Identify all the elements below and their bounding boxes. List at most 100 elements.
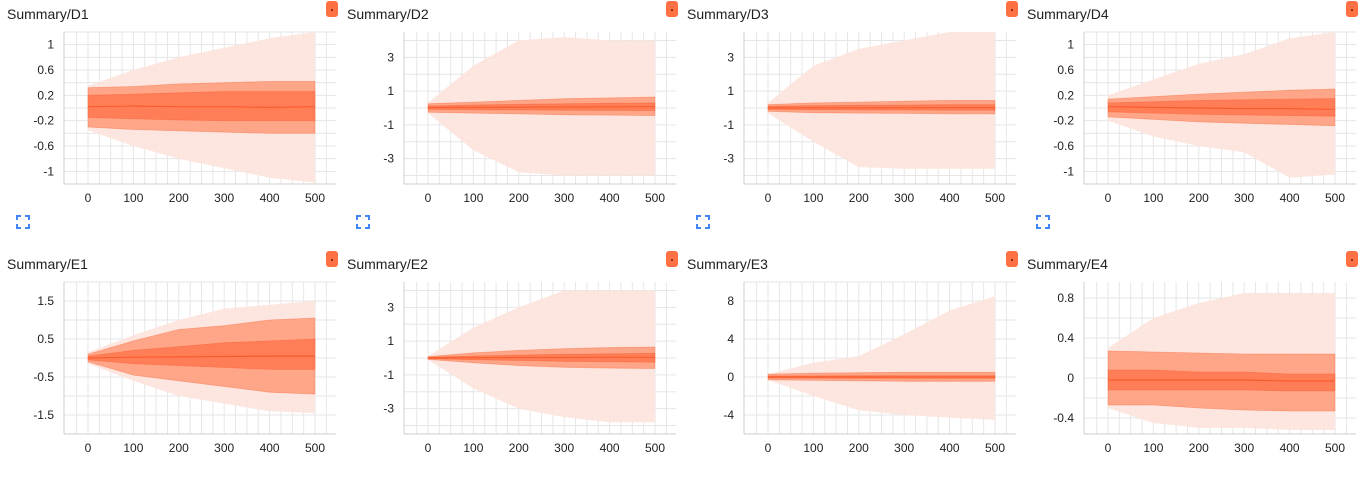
x-tick-label: 100	[123, 191, 143, 205]
x-tick-label: 400	[1280, 191, 1300, 205]
x-tick-label: 300	[894, 441, 914, 455]
x-tick-label: 500	[305, 191, 325, 205]
y-tick-label: 0.6	[1057, 63, 1074, 77]
y-tick-label: -0.5	[33, 370, 54, 384]
y-tick-label: -4	[723, 408, 734, 422]
x-tick-label: 400	[1280, 441, 1300, 455]
y-tick-label: -3	[383, 402, 394, 416]
y-tick-label: -0.4	[1053, 411, 1074, 425]
chart-plot: 0.8 0.4 0 -0.4 0 100 200 300 400 500	[1020, 250, 1360, 480]
x-tick-label: 500	[985, 441, 1005, 455]
x-tick-label: 200	[849, 191, 869, 205]
x-tick-label: 300	[214, 191, 234, 205]
y-tick-label: 0	[1067, 371, 1074, 385]
y-tick-label: 3	[727, 50, 734, 64]
x-tick-label: 200	[509, 441, 529, 455]
y-tick-label: -1	[383, 118, 394, 132]
median-line	[428, 357, 655, 358]
x-tick-label: 500	[985, 191, 1005, 205]
y-tick-label: -1	[43, 164, 54, 178]
chart-plot: 3 1 -1 -3 0 100 200 300 400 500	[680, 0, 1020, 230]
x-tick-label: 100	[803, 441, 823, 455]
y-tick-label: 0.4	[1057, 331, 1074, 345]
y-tick-label: 0.2	[1057, 88, 1074, 102]
y-tick-label: 3	[387, 50, 394, 64]
x-tick-label: 400	[600, 441, 620, 455]
y-tick-label: 0.8	[1057, 291, 1074, 305]
x-tick-label: 500	[1325, 441, 1345, 455]
x-tick-label: 200	[849, 441, 869, 455]
x-tick-label: 0	[765, 441, 772, 455]
x-tick-label: 300	[554, 191, 574, 205]
y-tick-label: 3	[387, 300, 394, 314]
x-tick-label: 400	[940, 441, 960, 455]
x-tick-label: 100	[123, 441, 143, 455]
y-tick-label: 1	[387, 84, 394, 98]
x-tick-label: 100	[803, 191, 823, 205]
x-tick-label: 100	[463, 191, 483, 205]
y-tick-label: 0.5	[37, 332, 54, 346]
x-tick-label: 200	[169, 191, 189, 205]
x-tick-label: 300	[214, 441, 234, 455]
x-tick-label: 100	[1143, 441, 1163, 455]
x-tick-label: 400	[940, 191, 960, 205]
x-tick-label: 400	[600, 191, 620, 205]
y-tick-label: 1	[727, 84, 734, 98]
x-tick-label: 200	[169, 441, 189, 455]
x-tick-label: 0	[1105, 441, 1112, 455]
fit-domain-icon[interactable]	[356, 215, 370, 229]
y-tick-label: -3	[723, 152, 734, 166]
x-tick-label: 200	[509, 191, 529, 205]
x-tick-label: 500	[645, 441, 665, 455]
y-tick-label: -1	[383, 368, 394, 382]
y-tick-label: -3	[383, 152, 394, 166]
x-tick-label: 100	[463, 441, 483, 455]
x-tick-label: 0	[425, 191, 432, 205]
fit-domain-icon[interactable]	[16, 215, 30, 229]
x-tick-label: 200	[1189, 191, 1209, 205]
x-tick-label: 300	[554, 441, 574, 455]
y-tick-label: -1	[723, 118, 734, 132]
y-tick-label: -1	[1063, 164, 1074, 178]
y-tick-label: -0.2	[1053, 114, 1074, 128]
x-tick-label: 300	[1234, 441, 1254, 455]
x-tick-label: 0	[85, 191, 92, 205]
y-tick-label: 0.6	[37, 63, 54, 77]
x-tick-label: 100	[1143, 191, 1163, 205]
y-tick-label: -0.6	[1053, 139, 1074, 153]
chart-plot: 3 1 -1 -3 0 100 200 300 400 500	[340, 0, 680, 230]
x-tick-label: 0	[1105, 191, 1112, 205]
x-tick-label: 0	[425, 441, 432, 455]
x-tick-label: 300	[894, 191, 914, 205]
x-tick-label: 0	[85, 441, 92, 455]
x-tick-label: 200	[1189, 441, 1209, 455]
chart-plot: 1 0.6 0.2 -0.2 -0.6 -1 0 100 200 300 400 500	[0, 0, 340, 230]
x-tick-label: 500	[645, 191, 665, 205]
y-tick-label: 1	[47, 38, 54, 52]
x-tick-label: 500	[305, 441, 325, 455]
y-tick-label: 4	[727, 332, 734, 346]
fit-domain-icon[interactable]	[696, 215, 710, 229]
y-tick-label: -0.6	[33, 139, 54, 153]
chart-plot: 3 1 -1 -3 0 100 200 300 400 500	[340, 250, 680, 480]
x-tick-label: 0	[765, 191, 772, 205]
y-tick-label: 0.2	[37, 88, 54, 102]
y-tick-label: -1.5	[33, 408, 54, 422]
x-tick-label: 400	[260, 191, 280, 205]
y-tick-label: -0.2	[33, 114, 54, 128]
y-tick-label: 1.5	[37, 294, 54, 308]
y-tick-label: 1	[1067, 38, 1074, 52]
y-tick-label: 1	[387, 334, 394, 348]
fit-domain-icon[interactable]	[1036, 215, 1050, 229]
